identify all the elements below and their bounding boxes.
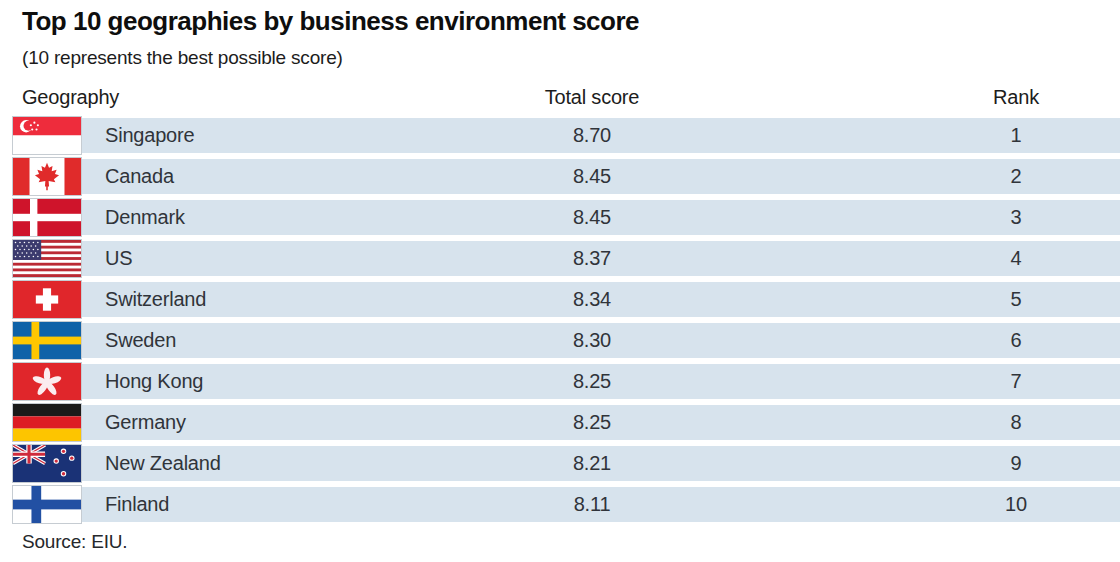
table-row: Hong Kong 8.25 7 <box>12 364 1120 399</box>
score-cell: 8.25 <box>477 405 707 440</box>
geography-cell: Canada <box>105 159 174 194</box>
source-note: Source: EIU. <box>22 531 127 553</box>
singapore-flag-icon <box>12 116 82 155</box>
table-row: US 8.37 4 <box>12 241 1120 276</box>
rank-cell: 7 <box>931 364 1101 399</box>
score-cell: 8.11 <box>477 487 707 522</box>
score-cell: 8.45 <box>477 159 707 194</box>
us-flag-icon <box>12 239 82 278</box>
rank-cell: 4 <box>931 241 1101 276</box>
geography-cell: Singapore <box>105 118 194 153</box>
geography-cell: Sweden <box>105 323 176 358</box>
rank-cell: 8 <box>931 405 1101 440</box>
geography-cell: Switzerland <box>105 282 206 317</box>
table-row: Canada 8.45 2 <box>12 159 1120 194</box>
column-header-total-score: Total score <box>477 86 707 109</box>
rank-cell: 1 <box>931 118 1101 153</box>
table-body: Singapore 8.70 1 Canada 8.45 2 Denmark <box>0 118 1120 528</box>
table-row: Sweden 8.30 6 <box>12 323 1120 358</box>
table-row: Switzerland 8.34 5 <box>12 282 1120 317</box>
table-row: Finland 8.11 10 <box>12 487 1120 522</box>
hong-kong-flag-icon <box>12 362 82 401</box>
table-row: New Zealand 8.21 9 <box>12 446 1120 481</box>
sweden-flag-icon <box>12 321 82 360</box>
table-header-row: Geography Total score Rank <box>0 86 1120 112</box>
score-cell: 8.45 <box>477 200 707 235</box>
table-row: Singapore 8.70 1 <box>12 118 1120 153</box>
germany-flag-icon <box>12 403 82 442</box>
column-header-geography: Geography <box>22 86 119 109</box>
column-header-rank: Rank <box>931 86 1101 109</box>
rank-cell: 2 <box>931 159 1101 194</box>
score-cell: 8.37 <box>477 241 707 276</box>
geography-cell: New Zealand <box>105 446 221 481</box>
canada-flag-icon <box>12 157 82 196</box>
geography-cell: Hong Kong <box>105 364 203 399</box>
page-subtitle: (10 represents the best possible score) <box>22 47 343 69</box>
finland-flag-icon <box>12 485 82 524</box>
score-cell: 8.70 <box>477 118 707 153</box>
denmark-flag-icon <box>12 198 82 237</box>
rank-cell: 5 <box>931 282 1101 317</box>
geography-cell: Finland <box>105 487 169 522</box>
score-cell: 8.30 <box>477 323 707 358</box>
rank-cell: 6 <box>931 323 1101 358</box>
rank-cell: 3 <box>931 200 1101 235</box>
switzerland-flag-icon <box>12 280 82 319</box>
geography-cell: Germany <box>105 405 186 440</box>
table-row: Denmark 8.45 3 <box>12 200 1120 235</box>
score-cell: 8.21 <box>477 446 707 481</box>
score-cell: 8.25 <box>477 364 707 399</box>
business-environment-score-table: Top 10 geographies by business environme… <box>0 0 1120 562</box>
geography-cell: US <box>105 241 132 276</box>
score-cell: 8.34 <box>477 282 707 317</box>
geography-cell: Denmark <box>105 200 185 235</box>
rank-cell: 10 <box>931 487 1101 522</box>
page-title: Top 10 geographies by business environme… <box>22 6 639 37</box>
rank-cell: 9 <box>931 446 1101 481</box>
new-zealand-flag-icon <box>12 444 82 483</box>
table-row: Germany 8.25 8 <box>12 405 1120 440</box>
